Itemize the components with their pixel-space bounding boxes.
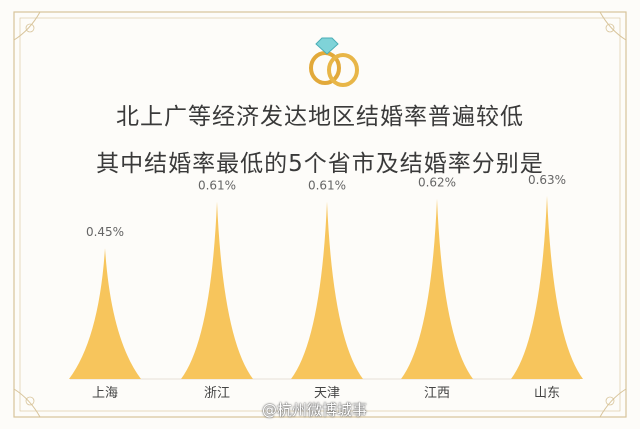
category-label-山东: 山东	[534, 386, 560, 401]
chart-marks: 0.45% 上海 0.61% 浙江 0.61% 天津 0.62% 江西 0.63% 山东	[69, 173, 583, 401]
title-line-2: 其中结婚率最低的5个省市及结婚率分别是	[96, 151, 544, 177]
value-label-天津: 0.61%	[308, 179, 346, 193]
value-label-上海: 0.45%	[86, 225, 124, 239]
value-label-浙江: 0.61%	[198, 179, 236, 193]
category-label-天津: 天津	[314, 386, 340, 401]
title-line-1: 北上广等经济发达地区结婚率普遍较低	[116, 104, 524, 130]
value-label-山东: 0.63%	[528, 173, 566, 187]
peak-山东	[511, 195, 583, 379]
watermark: @杭州微博城事	[262, 401, 368, 419]
peak-江西	[401, 198, 473, 379]
peak-上海	[69, 248, 141, 379]
category-label-江西: 江西	[424, 386, 450, 401]
category-label-浙江: 浙江	[204, 386, 230, 401]
category-label-上海: 上海	[92, 386, 118, 401]
decorative-frame	[13, 11, 627, 418]
peak-浙江	[181, 201, 253, 379]
peak-天津	[291, 201, 363, 379]
wedding-rings-icon	[309, 37, 359, 87]
value-label-江西: 0.62%	[418, 176, 456, 190]
